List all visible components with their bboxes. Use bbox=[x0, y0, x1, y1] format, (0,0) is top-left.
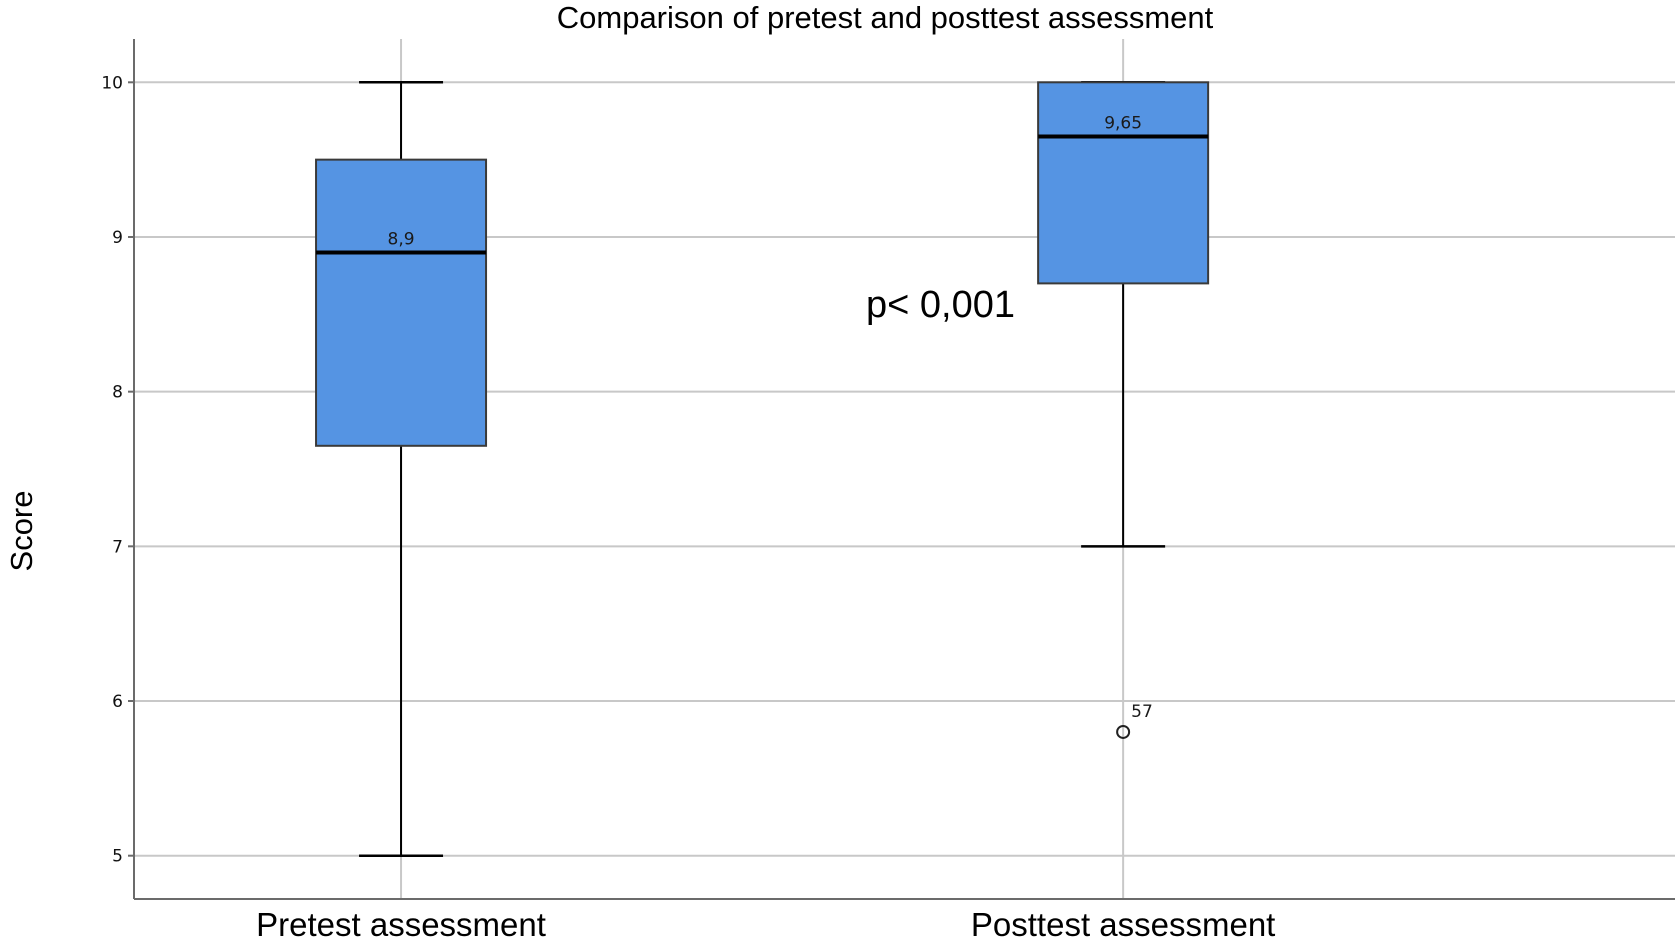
p-value-annotation: p< 0,001 bbox=[866, 284, 1015, 326]
box-group: 9,65 57 bbox=[1037, 81, 1210, 739]
y-tick-label: 8 bbox=[112, 383, 123, 403]
outlier-point bbox=[1116, 724, 1131, 739]
boxes: 8,9 9,65 57 bbox=[315, 81, 1210, 857]
y-tick-label: 5 bbox=[112, 847, 123, 867]
x-tick-label: Pretest assessment bbox=[256, 906, 546, 943]
median-label: 9,65 bbox=[1104, 113, 1142, 133]
box-group: 8,9 bbox=[315, 81, 488, 857]
y-axis-label: Score bbox=[4, 491, 39, 572]
outlier-label: 57 bbox=[1131, 702, 1153, 722]
iqr-box bbox=[315, 158, 488, 447]
y-tick-label: 6 bbox=[112, 692, 123, 712]
chart-title: Comparison of pretest and posttest asses… bbox=[557, 0, 1214, 35]
y-tick-label: 7 bbox=[112, 537, 123, 557]
iqr-box bbox=[1037, 81, 1210, 285]
median-label: 8,9 bbox=[388, 229, 415, 249]
y-tick-label: 9 bbox=[112, 228, 123, 248]
y-tick-label: 10 bbox=[101, 73, 123, 93]
axes: 5 6 7 8 9 10 Pretest assessment Posttest assess… bbox=[101, 39, 1675, 943]
x-tick-label: Posttest assessment bbox=[971, 906, 1275, 943]
